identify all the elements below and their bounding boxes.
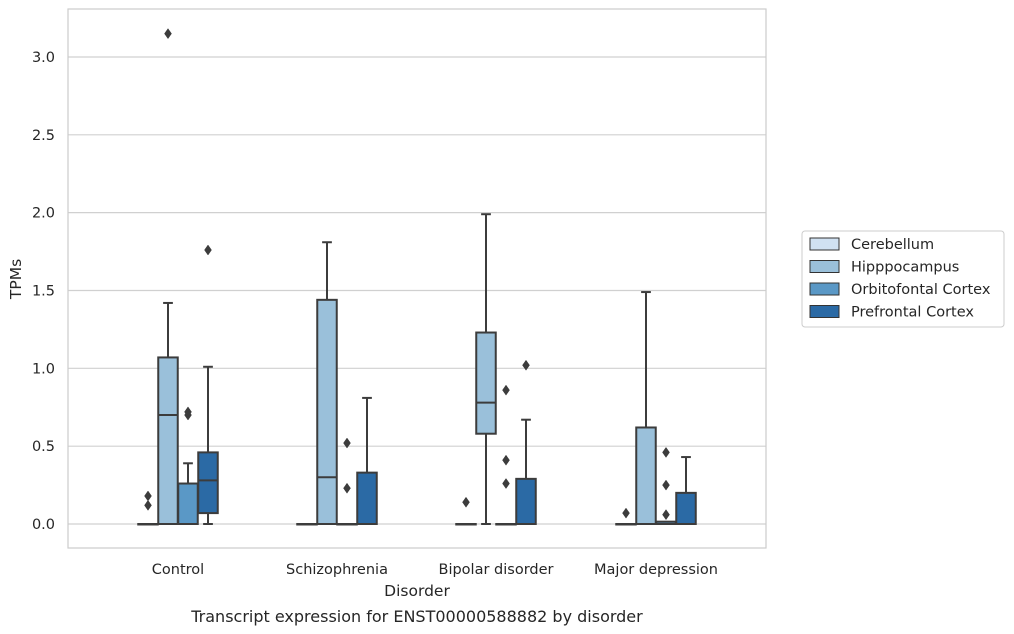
legend-label: Orbitofontal Cortex	[851, 282, 991, 298]
box-body	[675, 491, 697, 525]
plot-area-frame	[67, 8, 767, 549]
x-tick-label: Major depression	[594, 562, 718, 578]
box-body	[177, 482, 199, 525]
box-orbitofontal-cortex	[655, 446, 677, 526]
outlier-point	[164, 28, 172, 40]
y-axis-title: TPMs	[7, 259, 25, 300]
outlier-point	[662, 479, 670, 491]
boxes	[137, 28, 697, 526]
legend-swatch	[809, 260, 840, 273]
box-body	[475, 331, 497, 435]
y-tick-label: 2.5	[32, 128, 55, 144]
box-cerebellum	[137, 490, 159, 526]
box-orbitofontal-cortex	[336, 437, 358, 526]
grid-lines	[68, 56, 766, 525]
legend-swatch	[809, 305, 840, 318]
outlier-point	[343, 482, 351, 494]
box-prefrontal-cortex	[197, 244, 219, 525]
outlier-point	[204, 244, 212, 256]
box-body	[316, 298, 338, 525]
x-tick-label: Bipolar disorder	[439, 562, 554, 578]
y-tick-labels: 0.0 0.5 1.0 1.5 2.0 2.5 3.0	[32, 50, 55, 533]
box-body	[157, 356, 179, 525]
y-tick-label: 1.0	[32, 361, 55, 377]
box-cerebellum	[455, 496, 477, 526]
box-hipppocampus	[475, 213, 497, 525]
legend: Cerebellum Hipppocampus Orbitofontal Corte…	[801, 230, 1005, 328]
x-tick-labels: Control Schizophrenia Bipolar disorder Majo…	[152, 562, 718, 578]
outlier-point	[502, 384, 510, 396]
outlier-point	[502, 454, 510, 466]
legend-frame	[801, 230, 1005, 328]
y-tick-label: 1.5	[32, 283, 55, 299]
x-tick-label: Control	[152, 562, 204, 578]
box-orbitofontal-cortex	[495, 384, 517, 526]
y-tick-label: 0.0	[32, 517, 55, 533]
outlier-point	[144, 490, 152, 502]
box-hipppocampus	[316, 241, 338, 525]
legend-label: Hipppocampus	[851, 260, 959, 276]
outlier-point	[622, 507, 630, 519]
box-body	[197, 451, 219, 515]
box-cerebellum	[296, 523, 318, 526]
x-tick-label: Schizophrenia	[286, 562, 388, 578]
outlier-point	[522, 359, 530, 371]
x-axis-title: Disorder	[384, 582, 450, 600]
outlier-point	[144, 499, 152, 511]
outlier-point	[184, 406, 192, 418]
box-body	[356, 471, 378, 526]
legend-label: Cerebellum	[851, 237, 934, 253]
legend-swatch	[809, 282, 840, 296]
outlier-point	[502, 478, 510, 489]
y-tick-label: 0.5	[32, 439, 55, 455]
outlier-point	[662, 509, 670, 521]
box-body	[515, 477, 537, 526]
box-hipppocampus	[157, 28, 179, 525]
legend-swatch	[809, 237, 840, 251]
box-cerebellum	[615, 507, 637, 526]
outlier-point	[462, 496, 470, 508]
legend-label: Prefrontal Cortex	[851, 305, 974, 321]
box-orbitofontal-cortex	[177, 406, 199, 525]
box-prefrontal-cortex	[515, 359, 537, 526]
y-tick-label: 3.0	[32, 50, 55, 66]
box-prefrontal-cortex	[356, 396, 378, 526]
box-hipppocampus	[635, 291, 657, 525]
y-tick-label: 2.0	[32, 206, 55, 222]
box-body	[635, 426, 657, 525]
chart-caption: Transcript expression for ENST0000058888…	[190, 607, 643, 626]
outlier-point	[343, 437, 351, 449]
box-prefrontal-cortex	[675, 456, 697, 525]
outlier-point	[662, 446, 670, 458]
